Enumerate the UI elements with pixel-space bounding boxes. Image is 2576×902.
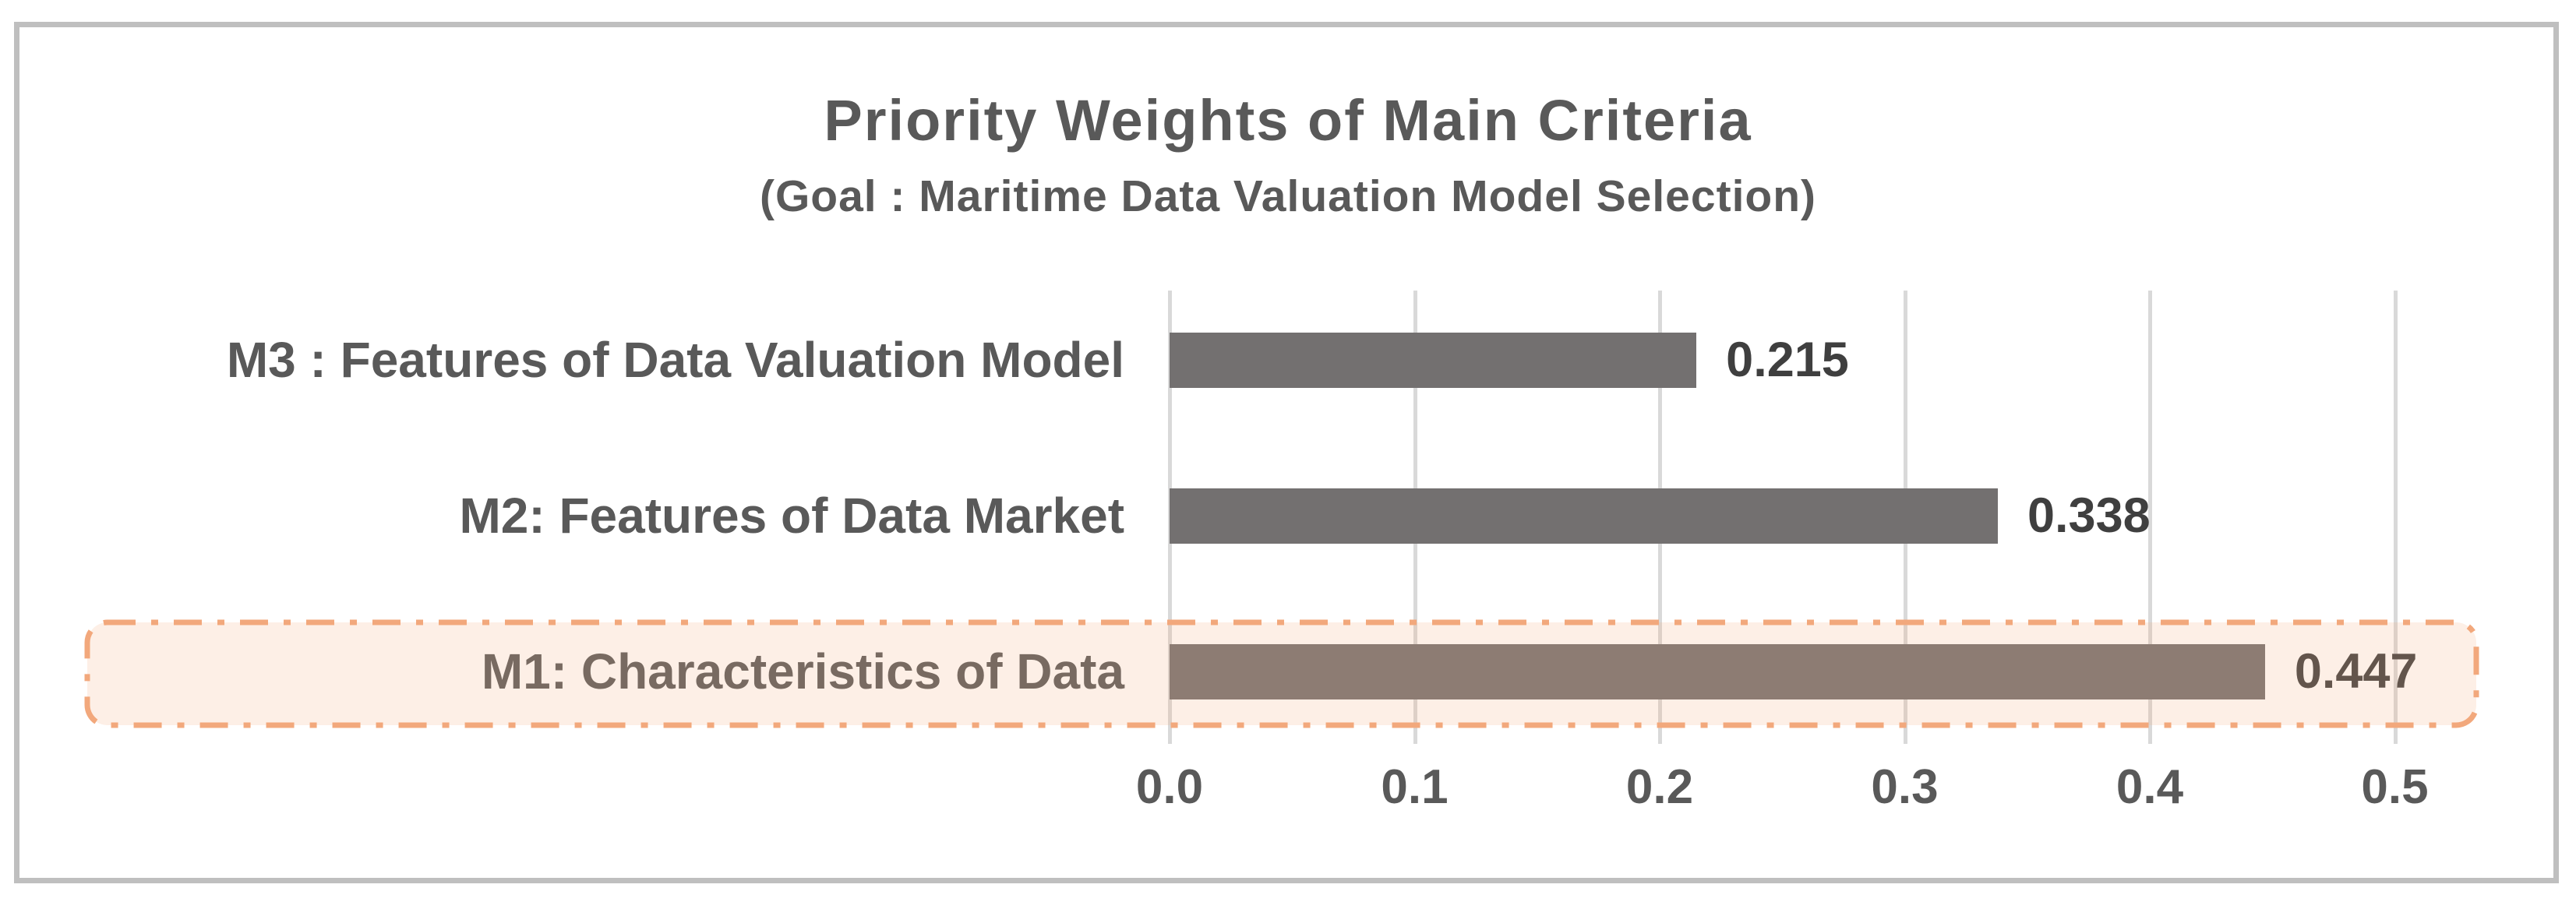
category-label-3: M3 : Features of Data Valuation Model	[226, 332, 1124, 388]
value-label-0.447: 0.447	[2295, 643, 2418, 699]
x-tick-label-0.0: 0.0	[1135, 760, 1204, 814]
gridline-0.5	[2393, 291, 2398, 744]
highlight-dashed-rect	[84, 619, 2479, 728]
category-label-2: M2: Features of Data Market	[459, 488, 1124, 544]
x-tick-label-0.1: 0.1	[1381, 760, 1449, 814]
x-tick-label-0.2: 0.2	[1625, 760, 1694, 814]
x-tick-label-0.4: 0.4	[2115, 760, 2184, 814]
value-label-0.215: 0.215	[1726, 333, 1849, 387]
x-tick-label-0.5: 0.5	[2361, 760, 2429, 814]
chart-border-frame	[14, 22, 2559, 883]
x-tick-label-0.3: 0.3	[1871, 760, 1939, 814]
chart-title: Priority Weights of Main Criteria	[824, 88, 1752, 153]
bar-m2	[1170, 488, 1998, 544]
bar-m1	[1170, 643, 2265, 699]
highlight-dashed-box	[84, 619, 2479, 728]
value-label-0.338: 0.338	[2027, 488, 2151, 543]
bar-m3	[1170, 332, 1697, 388]
chart-subtitle: (Goal : Maritime Data Valuation Model Se…	[759, 171, 1817, 221]
category-label-1: M1: Characteristics of Data	[47, 643, 1124, 700]
chart-title-block: Priority Weights of Main Criteria (Goal …	[0, 87, 2576, 222]
gridline-0.4	[2148, 291, 2152, 744]
